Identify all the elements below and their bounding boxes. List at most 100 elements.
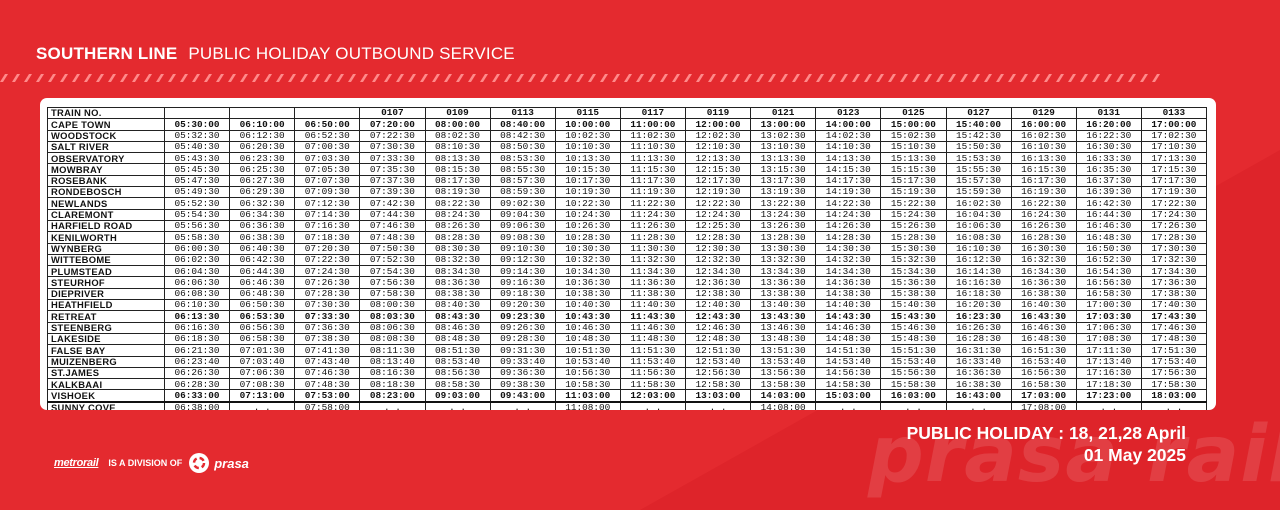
table-row: STEENBERG 06:16:30 06:56:30 07:36:30 08:06:3… bbox=[47, 321, 1208, 334]
departure-time: 07:56:30 bbox=[359, 276, 426, 289]
departure-time: 17:13:40 bbox=[1075, 355, 1142, 368]
departure-time: 16:56:30 bbox=[1075, 276, 1142, 289]
departure-time: 07:58:30 bbox=[359, 287, 426, 301]
departure-time: 15:42:30 bbox=[945, 129, 1012, 142]
departure-time: 13:00:00 bbox=[750, 118, 817, 131]
departure-time: 08:53:40 bbox=[424, 355, 491, 368]
departure-time: 13:46:30 bbox=[750, 321, 817, 334]
departure-time: 13:34:30 bbox=[750, 265, 817, 278]
departure-time: 16:22:30 bbox=[1075, 129, 1142, 142]
departure-time: 12:24:30 bbox=[684, 208, 752, 221]
departure-time: 06:32:30 bbox=[229, 197, 296, 210]
departure-time: 07:06:30 bbox=[229, 366, 296, 380]
departure-time: 07:28:30 bbox=[294, 287, 361, 301]
departure-time: 05:47:30 bbox=[163, 174, 231, 188]
departure-time: 06:10:30 bbox=[163, 299, 231, 312]
station-name: WITTEBOME bbox=[47, 253, 165, 267]
departure-time: 17:46:30 bbox=[1140, 321, 1208, 334]
departure-time: 13:22:30 bbox=[750, 197, 817, 210]
departure-time: 07:42:30 bbox=[359, 197, 426, 210]
departure-time: 10:58:30 bbox=[554, 378, 621, 391]
train-number: 0109 bbox=[424, 106, 491, 120]
departure-time: 06:06:30 bbox=[163, 276, 231, 289]
departure-time: 15:46:30 bbox=[880, 321, 947, 334]
departure-time: 16:52:30 bbox=[1075, 253, 1142, 267]
departure-time: 17:34:30 bbox=[1140, 265, 1208, 278]
departure-time: 12:53:40 bbox=[684, 355, 752, 368]
departure-time: 16:00:00 bbox=[1010, 118, 1077, 131]
departure-time: 11:10:30 bbox=[619, 140, 687, 154]
departure-time: 10:32:30 bbox=[554, 253, 621, 267]
departure-time: 12:36:30 bbox=[684, 276, 752, 289]
station-name: OBSERVATORY bbox=[47, 152, 165, 165]
departure-time: 08:50:30 bbox=[489, 140, 556, 154]
departure-time: 11:46:30 bbox=[619, 321, 687, 334]
departure-time: 09:38:30 bbox=[489, 378, 556, 391]
station-name: PLUMSTEAD bbox=[47, 265, 165, 278]
departure-time: 16:39:30 bbox=[1075, 186, 1142, 199]
departure-time: . . bbox=[229, 401, 296, 410]
departure-time: 10:30:30 bbox=[554, 242, 621, 255]
timetable-panel: TRAIN NO. 0107 0109 0113 0115 0117 0119 0121 01… bbox=[40, 98, 1216, 410]
departure-time: 15:15:30 bbox=[880, 163, 947, 176]
departure-time: 10:53:40 bbox=[554, 355, 621, 368]
departure-time: 05:49:30 bbox=[163, 186, 231, 199]
departure-time: 11:13:30 bbox=[619, 152, 687, 165]
departure-time: 12:51:30 bbox=[684, 344, 752, 357]
departure-time: 12:17:30 bbox=[684, 174, 752, 188]
departure-time: 06:12:30 bbox=[229, 129, 296, 142]
departure-time: 07:48:30 bbox=[294, 378, 361, 391]
departure-time: 11:56:30 bbox=[619, 366, 687, 380]
departure-time: 08:55:30 bbox=[489, 163, 556, 176]
table-row: ROSEBANK 05:47:30 06:27:30 07:07:30 07:37:30… bbox=[47, 174, 1208, 188]
train-number: 0129 bbox=[1010, 106, 1077, 120]
departure-time: 16:30:30 bbox=[1075, 140, 1142, 154]
departure-time: 07:26:30 bbox=[294, 276, 361, 289]
departure-time: 16:38:30 bbox=[1010, 287, 1077, 301]
departure-time: 08:22:30 bbox=[424, 197, 491, 210]
departure-time: 06:18:30 bbox=[163, 332, 231, 346]
departure-time: 14:19:30 bbox=[815, 186, 882, 199]
departure-time: 06:38:00 bbox=[163, 401, 231, 410]
table-row: ST.JAMES 06:26:30 07:06:30 07:46:30 08:16:30… bbox=[47, 366, 1208, 380]
train-number-label: TRAIN NO. bbox=[47, 106, 165, 120]
prasa-rail-watermark: prasa rail bbox=[868, 410, 1280, 500]
departure-time: 08:00:00 bbox=[424, 118, 491, 131]
departure-time: 06:00:30 bbox=[163, 242, 231, 255]
train-number: 0107 bbox=[359, 106, 426, 120]
departure-time: 11:38:30 bbox=[619, 287, 687, 301]
departure-time: 16:17:30 bbox=[1010, 174, 1077, 188]
station-name: WOODSTOCK bbox=[47, 129, 165, 142]
departure-time: 06:23:40 bbox=[163, 355, 231, 368]
departure-time: 06:23:30 bbox=[229, 152, 296, 165]
departure-time: 06:42:30 bbox=[229, 253, 296, 267]
departure-time: 15:48:30 bbox=[880, 332, 947, 346]
departure-time: 14:08:00 bbox=[750, 401, 817, 410]
departure-time: 15:30:30 bbox=[880, 242, 947, 255]
departure-time: 09:12:30 bbox=[489, 253, 556, 267]
departure-time: 11:30:30 bbox=[619, 242, 687, 255]
station-name: CLAREMONT bbox=[47, 208, 165, 221]
departure-time: 11:34:30 bbox=[619, 265, 687, 278]
departure-time: 08:59:30 bbox=[489, 186, 556, 199]
departure-time: 05:30:00 bbox=[163, 118, 231, 131]
departure-time: 14:03:00 bbox=[750, 389, 817, 403]
station-name: CAPE TOWN bbox=[47, 118, 165, 131]
departure-time: . . bbox=[684, 401, 752, 410]
departure-time: 06:10:00 bbox=[229, 118, 296, 131]
departure-time: 07:30:30 bbox=[294, 299, 361, 312]
departure-time: 13:17:30 bbox=[750, 174, 817, 188]
departure-time: 12:34:30 bbox=[684, 265, 752, 278]
departure-time: 17:08:00 bbox=[1010, 401, 1077, 410]
departure-time: 17:22:30 bbox=[1140, 197, 1208, 210]
departure-time: 15:13:30 bbox=[880, 152, 947, 165]
departure-time: 07:22:30 bbox=[359, 129, 426, 142]
station-name: VISHOEK bbox=[47, 389, 165, 403]
departure-time: 08:19:30 bbox=[424, 186, 491, 199]
departure-time: 14:43:30 bbox=[815, 310, 882, 323]
departure-time: 09:10:30 bbox=[489, 242, 556, 255]
departure-time: 07:43:40 bbox=[294, 355, 361, 368]
departure-time: 17:10:30 bbox=[1140, 140, 1208, 154]
departure-time: 16:20:30 bbox=[945, 299, 1012, 312]
departure-time: 10:02:30 bbox=[554, 129, 621, 142]
